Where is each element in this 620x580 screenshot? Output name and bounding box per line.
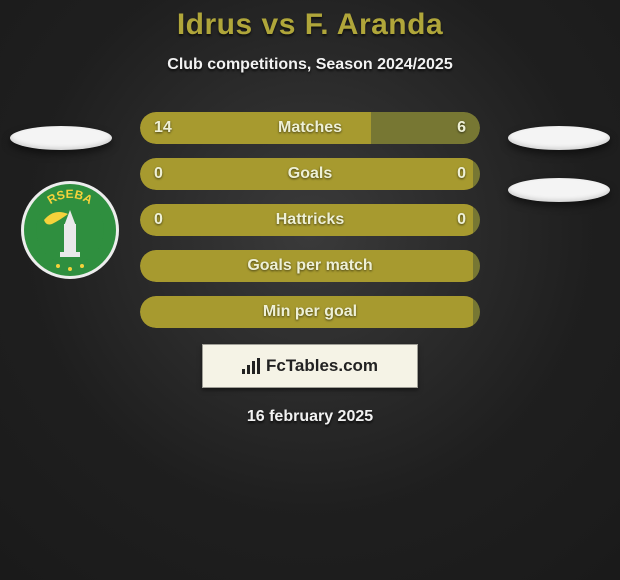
bar-right [473, 296, 480, 328]
club-badge: RSEBA [20, 180, 120, 280]
bar-right [371, 112, 480, 144]
stat-row-goals: Goals00 [140, 158, 480, 190]
page-title: Idrus vs F. Aranda [0, 8, 620, 42]
bars-icon-bar [247, 365, 250, 374]
bars-icon-bar [257, 358, 260, 374]
subtitle: Club competitions, Season 2024/2025 [0, 56, 620, 74]
bar-right [473, 158, 480, 190]
brand-box: FcTables.com [202, 344, 418, 388]
stat-row-goals-per-match: Goals per match [140, 250, 480, 282]
bar-right [473, 204, 480, 236]
stat-row-min-per-goal: Min per goal [140, 296, 480, 328]
bar-left [140, 158, 473, 190]
stat-row-hattricks: Hattricks00 [140, 204, 480, 236]
bar-left [140, 204, 473, 236]
bars-icon [242, 358, 260, 374]
bar-left [140, 112, 371, 144]
bar-right [473, 250, 480, 282]
bars-icon-bar [252, 361, 255, 374]
player-right-oval-1 [508, 126, 610, 150]
bar-left [140, 250, 473, 282]
player-left-oval [10, 126, 112, 150]
brand-text: FcTables.com [266, 356, 378, 376]
player-right-oval-2 [508, 178, 610, 202]
bars-icon-bar [242, 369, 245, 374]
date-text: 16 february 2025 [0, 408, 620, 426]
bar-left [140, 296, 473, 328]
stat-row-matches: Matches146 [140, 112, 480, 144]
